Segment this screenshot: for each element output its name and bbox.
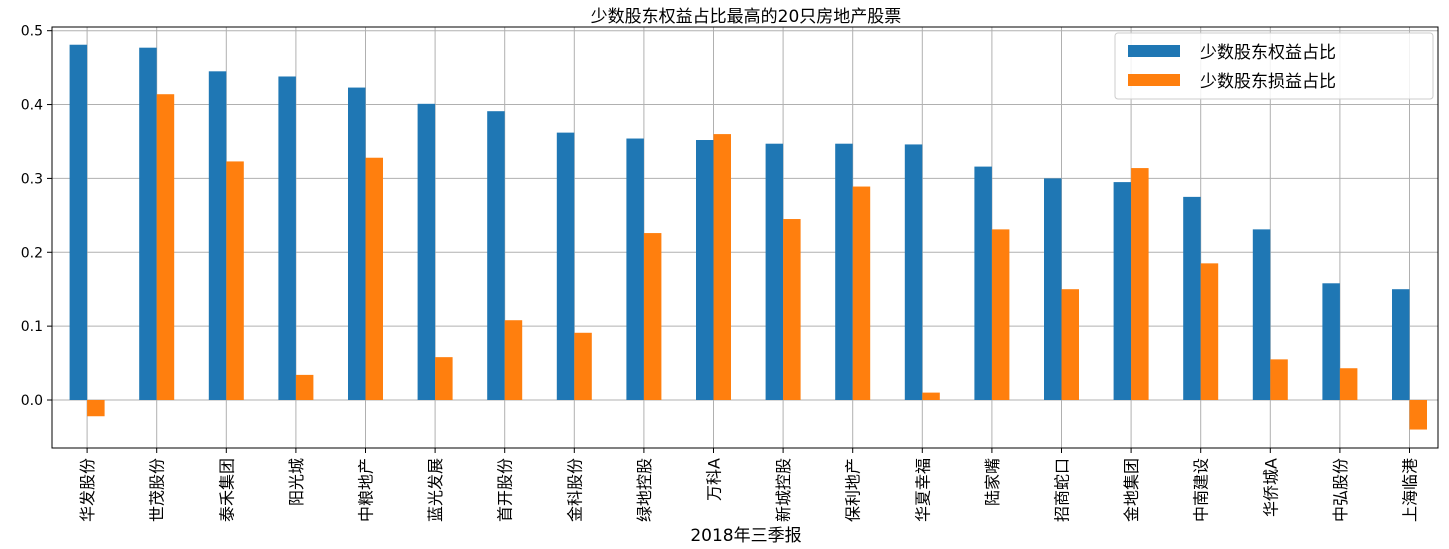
y-tick-label: 0.0 xyxy=(21,393,43,409)
x-tick-label: 中弘股份 xyxy=(1331,458,1350,522)
y-tick-label: 0.4 xyxy=(21,98,43,114)
x-tick-label: 华侨城A xyxy=(1261,458,1280,517)
bar-series-0-18 xyxy=(1322,283,1340,400)
bar-series-0-13 xyxy=(974,166,992,400)
x-tick-label: 陆家嘴 xyxy=(983,458,1002,506)
bar-series-1-19 xyxy=(1409,399,1427,430)
legend-label-series-0: 少数股东权益占比 xyxy=(1200,43,1336,63)
x-axis: 华发股份 世茂股份 泰禾集团 阳光城 中粮地产 蓝光发展 首开股份 金科股份 绿地控股 万科A 新城… xyxy=(78,448,1420,522)
y-axis: 0.0 0.1 0.2 0.3 0.4 0.5 xyxy=(21,24,52,409)
x-tick-label: 金地集团 xyxy=(1122,458,1141,522)
bar-series-0-15 xyxy=(1113,182,1132,400)
bar-series-1-4 xyxy=(365,157,383,400)
bar-series-1-2 xyxy=(226,161,244,400)
legend-swatch-series-1 xyxy=(1128,74,1180,86)
bar-series-1-7 xyxy=(574,332,592,400)
bar-series-0-14 xyxy=(1044,178,1062,400)
bars xyxy=(69,44,1427,430)
x-tick-label: 绿地控股 xyxy=(635,458,654,522)
bar-series-0-0 xyxy=(69,44,88,400)
bar-series-0-19 xyxy=(1392,289,1410,400)
bar-series-0-5 xyxy=(417,103,436,400)
bar-series-1-18 xyxy=(1339,368,1358,400)
bar-series-1-11 xyxy=(852,186,871,400)
x-tick-label: 中南建设 xyxy=(1192,458,1211,522)
bar-series-0-9 xyxy=(696,140,714,400)
bar-series-1-14 xyxy=(1061,289,1079,400)
bar-series-0-4 xyxy=(348,87,366,400)
x-tick-label: 华夏幸福 xyxy=(913,458,932,522)
bar-series-0-8 xyxy=(626,138,644,400)
bar-series-0-17 xyxy=(1252,229,1271,400)
bar-series-0-11 xyxy=(835,143,853,400)
bar-series-0-1 xyxy=(139,47,157,400)
bar-series-1-3 xyxy=(295,374,314,400)
x-tick-label: 万科A xyxy=(705,458,724,501)
bar-series-1-6 xyxy=(504,320,523,400)
x-tick-label: 蓝光发展 xyxy=(426,458,445,522)
x-tick-label: 招商蛇口 xyxy=(1053,458,1072,522)
bar-series-0-6 xyxy=(487,111,505,400)
x-tick-label: 新城控股 xyxy=(774,458,793,522)
bar-series-0-7 xyxy=(556,132,575,400)
chart-title: 少数股东权益占比最高的20只房地产股票 xyxy=(591,7,902,27)
bar-series-0-12 xyxy=(904,144,923,400)
legend-swatch-series-0 xyxy=(1128,45,1180,57)
plot-frame xyxy=(51,26,1439,449)
x-tick-label: 首开股份 xyxy=(496,458,515,522)
y-tick-label: 0.1 xyxy=(21,319,43,335)
bar-series-1-13 xyxy=(991,229,1010,400)
y-tick-label: 0.5 xyxy=(21,24,43,40)
bar-series-1-0 xyxy=(87,399,105,417)
legend: 少数股东权益占比 少数股东损益占比 xyxy=(1114,32,1434,100)
legend-label-series-1: 少数股东损益占比 xyxy=(1200,72,1336,92)
bar-series-1-5 xyxy=(435,357,453,400)
bar-series-1-9 xyxy=(713,134,731,400)
x-tick-label: 泰禾集团 xyxy=(217,458,236,522)
x-tick-label: 保利地产 xyxy=(844,458,863,522)
bar-series-0-16 xyxy=(1183,196,1201,400)
bar-series-0-2 xyxy=(208,71,227,400)
legend-box xyxy=(1114,32,1434,100)
bar-series-1-16 xyxy=(1200,263,1219,400)
bar-series-0-10 xyxy=(765,143,784,400)
bar-series-1-15 xyxy=(1131,168,1149,400)
x-tick-label: 金科股份 xyxy=(565,458,584,522)
bar-series-1-12 xyxy=(922,392,940,400)
y-tick-label: 0.2 xyxy=(21,245,43,261)
bar-series-1-17 xyxy=(1270,359,1288,400)
x-tick-label: 世茂股份 xyxy=(148,458,167,522)
bar-series-0-3 xyxy=(278,76,296,400)
x-tick-label: 上海临港 xyxy=(1401,458,1420,522)
x-axis-label: 2018年三季报 xyxy=(690,526,801,546)
x-tick-label: 中粮地产 xyxy=(357,458,376,522)
y-tick-label: 0.3 xyxy=(21,171,43,187)
x-tick-label: 阳光城 xyxy=(287,458,306,506)
x-tick-label: 华发股份 xyxy=(78,458,97,522)
bar-series-1-8 xyxy=(643,233,662,400)
bar-series-1-1 xyxy=(156,94,175,400)
bar-series-1-10 xyxy=(783,219,801,400)
